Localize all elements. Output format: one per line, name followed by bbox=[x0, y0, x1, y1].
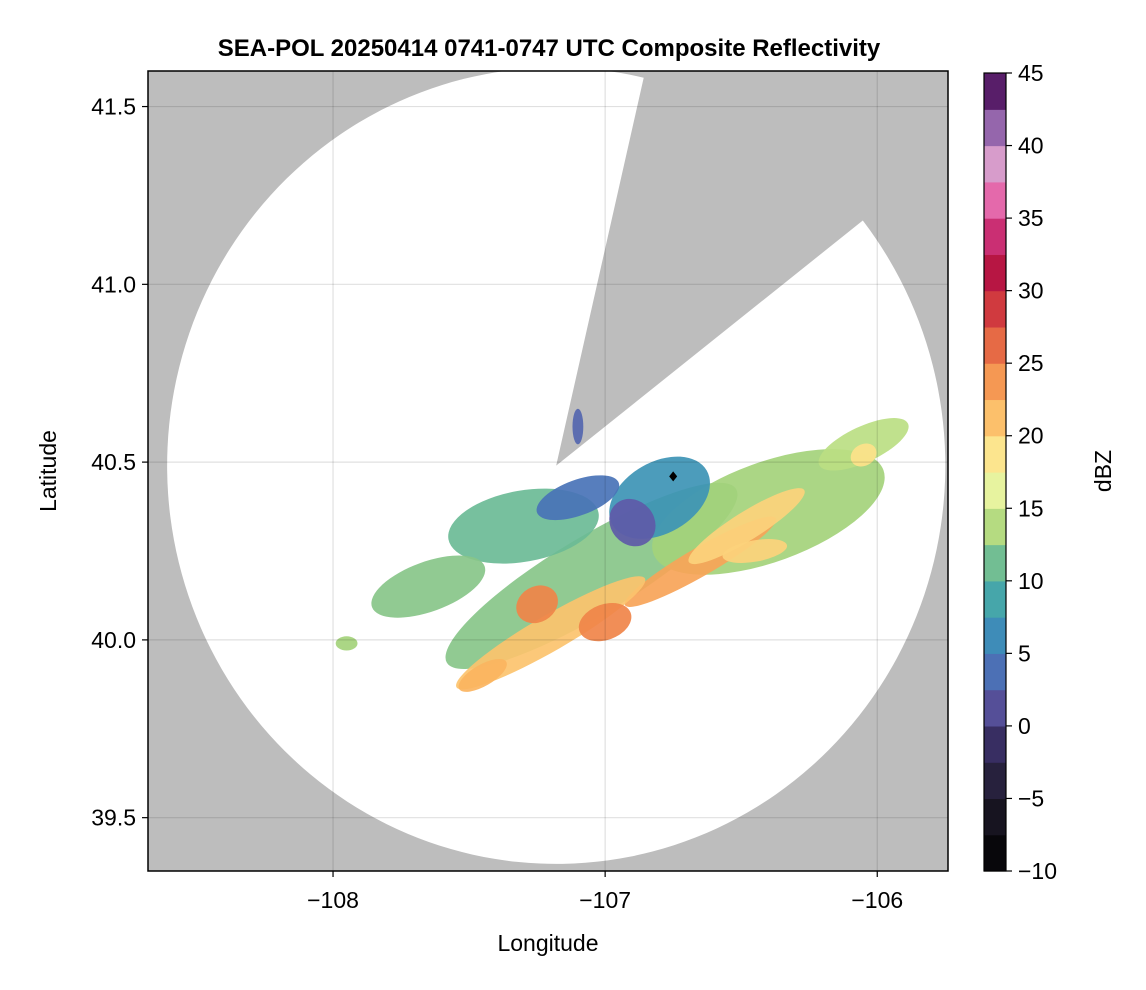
colorbar-frame bbox=[983, 72, 1007, 872]
colorbar-segment bbox=[984, 254, 1006, 292]
colorbar-segment bbox=[984, 181, 1006, 219]
colorbar-segment bbox=[984, 689, 1006, 727]
colorbar-tick-label: 25 bbox=[1018, 350, 1044, 376]
colorbar-segment bbox=[984, 725, 1006, 763]
plot-area bbox=[148, 71, 948, 871]
colorbar-tick-label: −5 bbox=[1018, 785, 1044, 811]
colorbar-segment bbox=[984, 435, 1006, 473]
colorbar-segment bbox=[984, 326, 1006, 364]
colorbar-segment bbox=[984, 508, 1006, 546]
x-tick-label: −107 bbox=[579, 887, 631, 913]
radar-coverage-area bbox=[167, 71, 946, 864]
x-tick-label: −106 bbox=[851, 887, 903, 913]
colorbar-segment bbox=[984, 109, 1006, 147]
grid-lines bbox=[148, 71, 948, 871]
colorbar-segment bbox=[984, 617, 1006, 654]
echo-region bbox=[335, 636, 358, 651]
colorbar-ticks: −10 −5 0 5 10 15 20 25 30 35 40 45 bbox=[1006, 60, 1057, 884]
colorbar-tick-label: 40 bbox=[1018, 133, 1044, 159]
colorbar-segment bbox=[984, 399, 1006, 437]
colorbar bbox=[983, 72, 1007, 872]
colorbar-segment bbox=[984, 834, 1006, 872]
y-tick-label: 39.5 bbox=[91, 805, 136, 831]
colorbar-tick-label: −10 bbox=[1018, 858, 1057, 884]
colorbar-tick-label: 15 bbox=[1018, 495, 1044, 521]
echo-region bbox=[458, 658, 507, 692]
colorbar-segment bbox=[984, 544, 1006, 582]
echo-region bbox=[850, 443, 877, 467]
colorbar-tick-label: 0 bbox=[1018, 713, 1031, 739]
echo-region bbox=[578, 602, 632, 642]
colorbar-tick-label: 10 bbox=[1018, 568, 1044, 594]
y-axis-label: Latitude bbox=[35, 430, 61, 512]
y-tick-label: 40.5 bbox=[91, 449, 136, 475]
colorbar-tick-label: 45 bbox=[1018, 60, 1044, 86]
colorbar-segment bbox=[984, 762, 1006, 800]
colorbar-segment bbox=[984, 73, 1006, 110]
colorbar-segment bbox=[984, 472, 1006, 509]
colorbar-segment bbox=[984, 580, 1006, 618]
colorbar-segment bbox=[984, 653, 1006, 691]
plot-frame bbox=[147, 70, 949, 872]
colorbar-segment bbox=[984, 218, 1006, 255]
echo-region bbox=[516, 585, 558, 624]
echo-region bbox=[371, 555, 486, 618]
radar-site-marker bbox=[669, 471, 678, 482]
y-tick-label: 41.5 bbox=[91, 94, 136, 120]
x-axis-label: Longitude bbox=[497, 930, 598, 956]
echo-region bbox=[536, 475, 620, 521]
colorbar-segment bbox=[984, 290, 1006, 328]
colorbar-segment bbox=[984, 145, 1006, 183]
echo-region bbox=[722, 539, 788, 563]
y-tick-label: 40.0 bbox=[91, 627, 136, 653]
colorbar-segment bbox=[984, 363, 1006, 401]
reflectivity-field bbox=[335, 408, 909, 692]
chart-title: SEA-POL 20250414 0741-0747 UTC Composite… bbox=[218, 35, 881, 62]
colorbar-segment bbox=[984, 798, 1006, 836]
x-tick-label: −108 bbox=[307, 887, 359, 913]
x-axis: −108 −107 −106 bbox=[307, 871, 903, 913]
colorbar-tick-label: 5 bbox=[1018, 640, 1031, 666]
y-tick-label: 41.0 bbox=[91, 271, 136, 297]
colorbar-tick-label: 35 bbox=[1018, 205, 1044, 231]
echo-region bbox=[609, 498, 656, 547]
echo-region bbox=[688, 488, 805, 565]
echo-region bbox=[572, 408, 584, 445]
colorbar-label: dBZ bbox=[1090, 450, 1116, 492]
y-axis: 39.5 40.0 40.5 41.0 41.5 bbox=[91, 94, 148, 831]
colorbar-tick-label: 20 bbox=[1018, 423, 1044, 449]
colorbar-tick-label: 30 bbox=[1018, 278, 1044, 304]
